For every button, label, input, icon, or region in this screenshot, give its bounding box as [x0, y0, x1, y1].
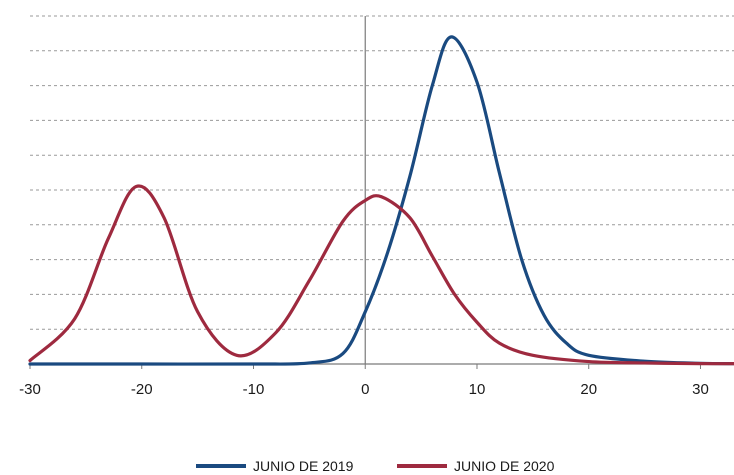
series-line-1: [28, 184, 734, 366]
legend-label-0: JUNIO DE 2019: [253, 458, 354, 474]
legend-label-1: JUNIO DE 2020: [454, 458, 555, 474]
x-tick-label-1: -20: [131, 381, 153, 398]
gridlines: [30, 15, 734, 330]
axes: [29, 16, 734, 369]
x-tick-label-0: -30: [19, 381, 41, 398]
x-tick-label-5: 20: [580, 381, 597, 398]
legend: JUNIO DE 2019 JUNIO DE 2020: [196, 458, 555, 474]
x-tick-label-6: 30: [692, 381, 709, 398]
series-line-0: [28, 35, 734, 366]
x-tick-label-4: 10: [469, 381, 486, 398]
series-lines: [28, 35, 734, 366]
x-tick-labels: -30 -20 -10 0 10 20 30: [19, 381, 709, 398]
x-tick-label-2: -10: [243, 381, 265, 398]
x-tick-label-3: 0: [361, 381, 369, 398]
